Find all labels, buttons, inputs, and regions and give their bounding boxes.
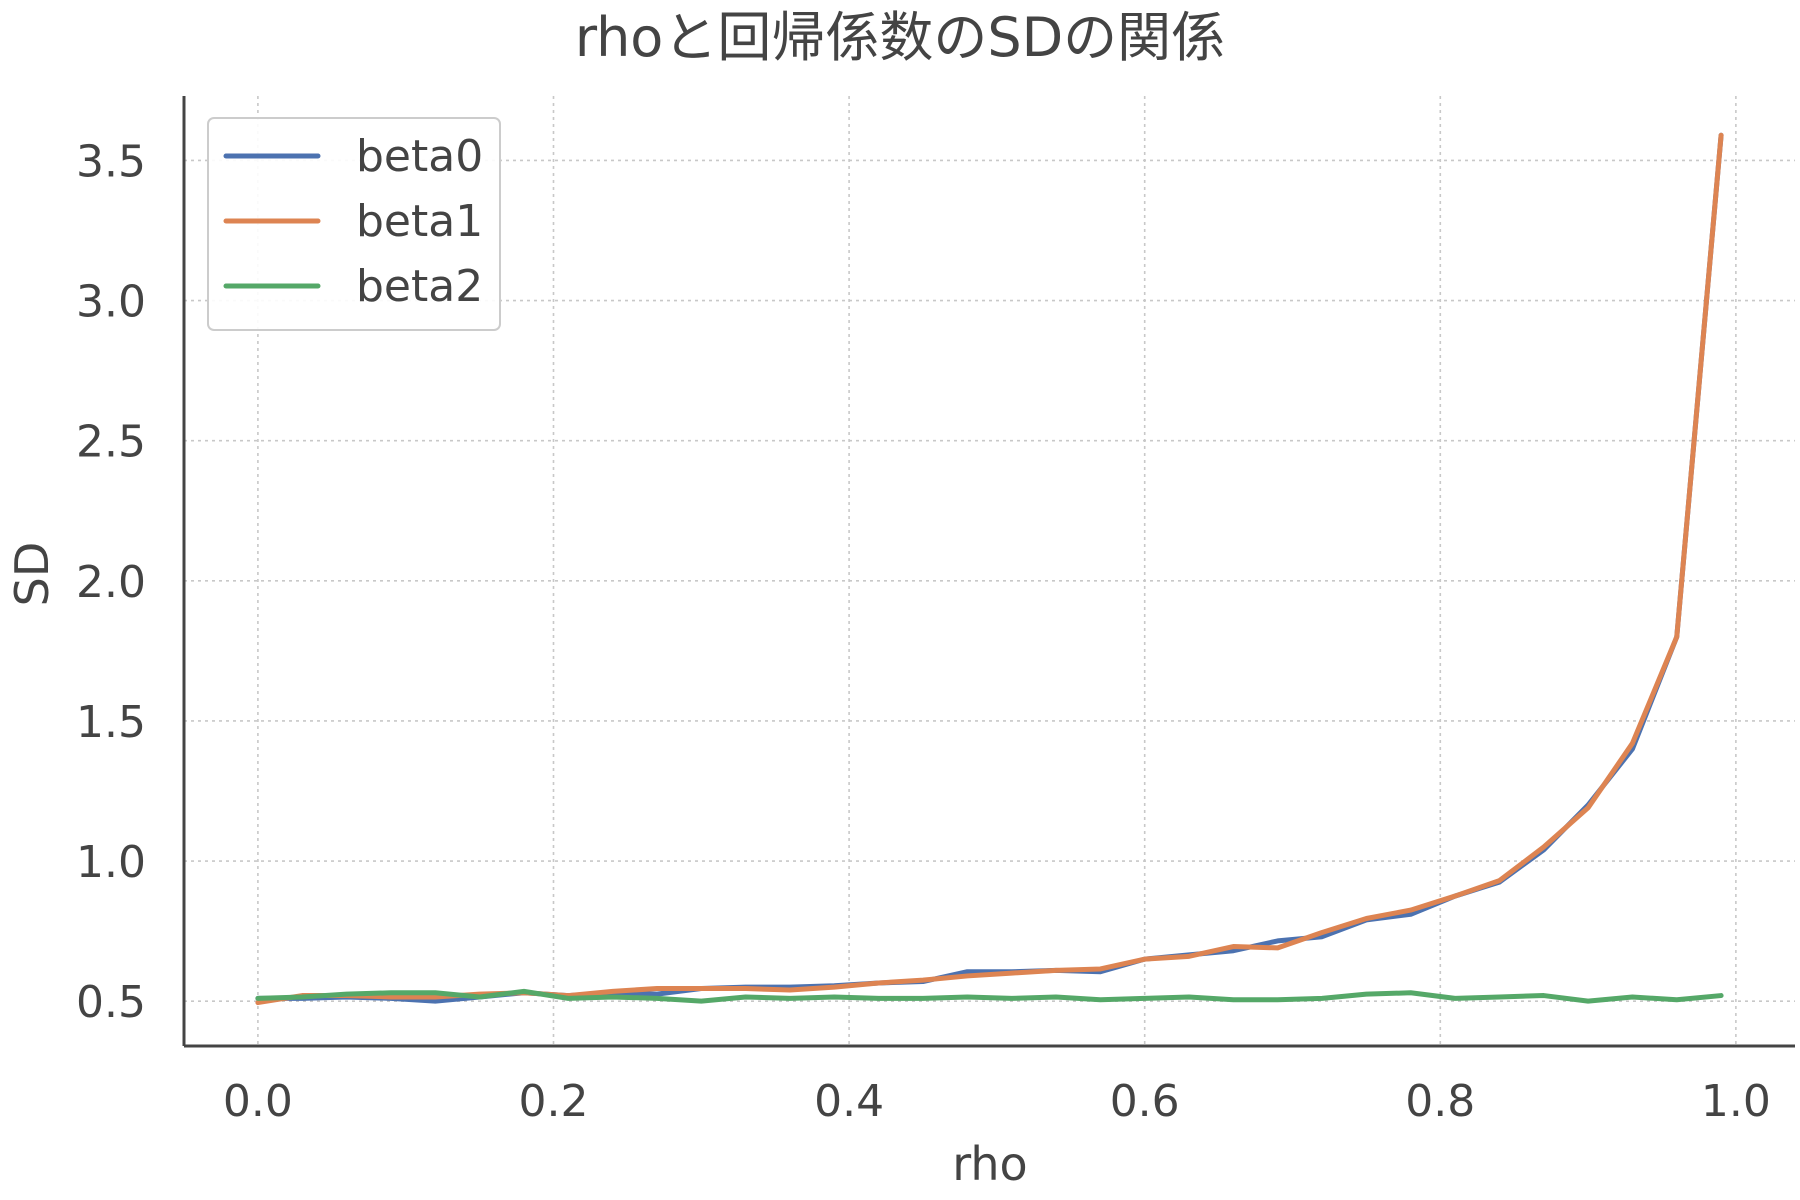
- x-tick-label: 0.8: [1405, 1076, 1475, 1127]
- x-tick-label: 1.0: [1701, 1076, 1771, 1127]
- chart-title: rhoと回帰係数のSDの関係: [575, 6, 1225, 69]
- x-tick-label: 0.6: [1110, 1076, 1180, 1127]
- axes: [182, 96, 1795, 1048]
- y-tick-label: 1.0: [76, 837, 146, 888]
- y-tick-label: 3.0: [76, 277, 146, 328]
- x-axis-label: rho: [952, 1137, 1027, 1191]
- legend-label-beta1: beta1: [356, 196, 483, 247]
- legend-box: [207, 117, 501, 331]
- x-tick-labels: 0.0 0.2 0.4 0.6 0.8 1.0: [223, 1076, 1771, 1127]
- y-tick-label: 2.5: [76, 417, 146, 468]
- x-tick-label: 0.0: [223, 1076, 293, 1127]
- y-tick-label: 2.0: [76, 557, 146, 608]
- series-lines: [255, 132, 1724, 1006]
- y-tick-labels: 0.5 1.0 1.5 2.0 2.5 3.0 3.5: [76, 136, 146, 1028]
- legend-label-beta0: beta0: [356, 131, 483, 182]
- legend-label-beta2: beta2: [356, 261, 483, 312]
- legend: beta0 beta1 beta2: [207, 117, 501, 331]
- y-tick-label: 3.5: [76, 136, 146, 187]
- x-tick-label: 0.2: [519, 1076, 589, 1127]
- y-axis-label: SD: [5, 542, 59, 607]
- x-tick-label: 0.4: [814, 1076, 884, 1127]
- series-line-beta2: [255, 988, 1724, 1004]
- y-tick-label: 0.5: [76, 977, 146, 1028]
- y-tick-label: 1.5: [76, 697, 146, 748]
